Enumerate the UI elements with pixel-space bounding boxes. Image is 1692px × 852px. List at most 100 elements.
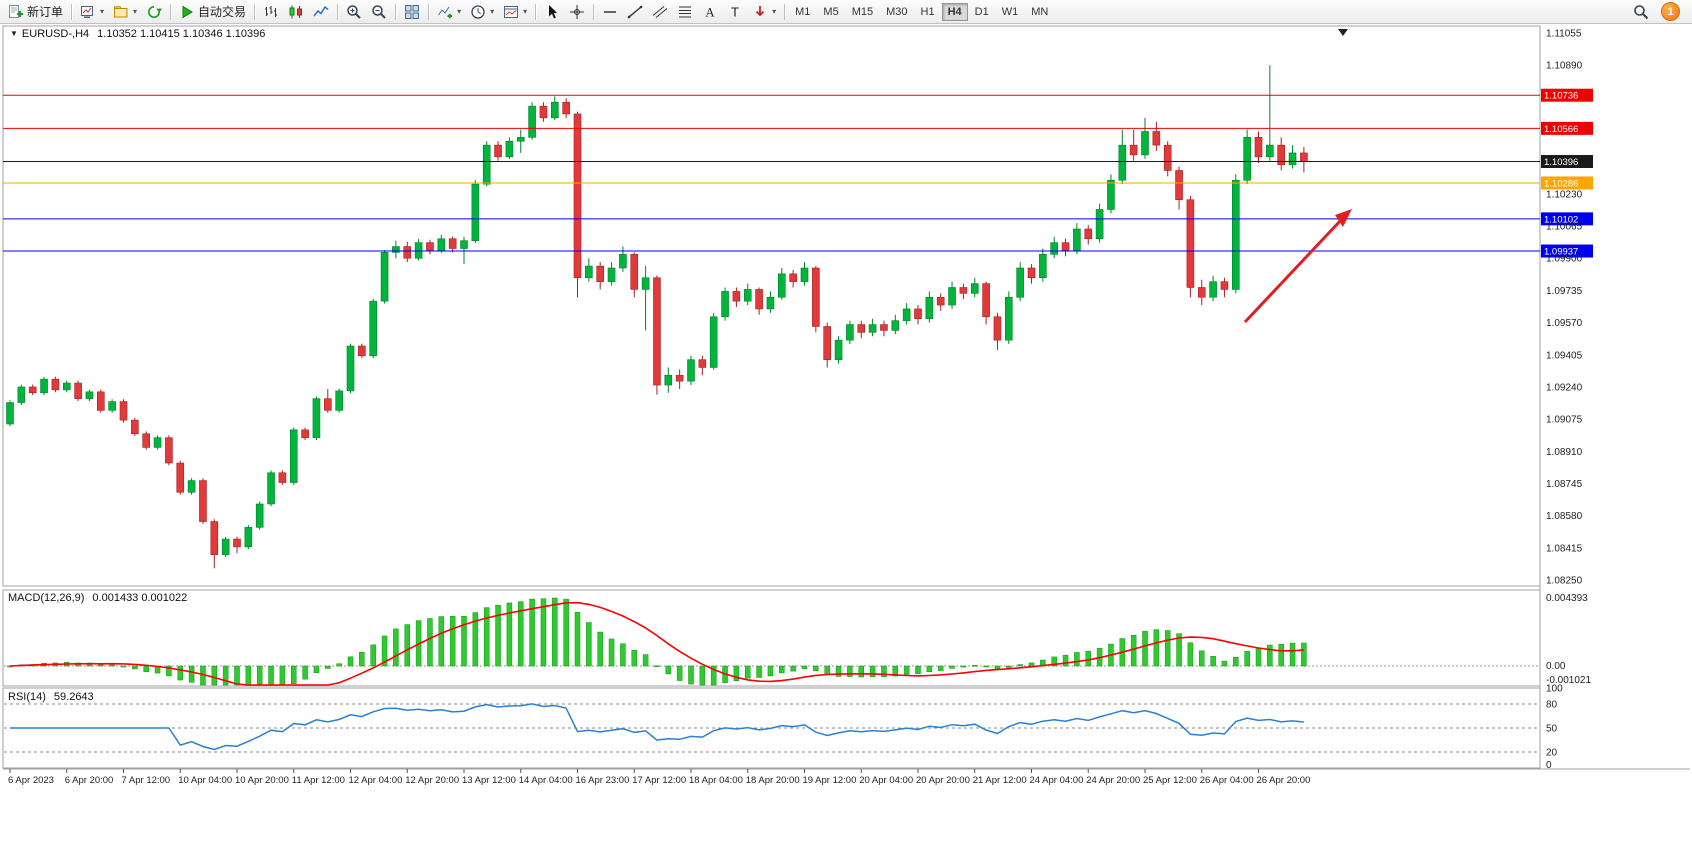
toolbar-separator bbox=[593, 3, 595, 20]
svg-text:0.00: 0.00 bbox=[1546, 661, 1566, 672]
svg-text:A: A bbox=[705, 4, 715, 19]
timeframe-m5-button[interactable]: M5 bbox=[817, 3, 844, 21]
arrows-button[interactable]: ▾ bbox=[748, 2, 780, 22]
fibonacci-button[interactable] bbox=[673, 2, 697, 22]
new-order-icon bbox=[8, 4, 24, 20]
dropdown-caret-icon: ▾ bbox=[457, 7, 462, 16]
pivot-line-price-tag bbox=[1541, 176, 1593, 190]
template-icon bbox=[503, 4, 519, 20]
toolbar-separator bbox=[71, 3, 73, 20]
crosshair-button[interactable] bbox=[565, 2, 589, 22]
trendline-button[interactable] bbox=[623, 2, 647, 22]
main-toolbar: 新订单 ▾ ▾ 自动交易 ▾ ▾ bbox=[0, 0, 1692, 24]
timeframe-mn-button[interactable]: MN bbox=[1025, 3, 1054, 21]
svg-text:0: 0 bbox=[1546, 760, 1552, 771]
svg-text:1.08745: 1.08745 bbox=[1546, 479, 1583, 490]
dropdown-caret-icon: ▾ bbox=[772, 7, 777, 16]
macd-signal-line bbox=[9, 601, 1304, 686]
autotrading-button[interactable]: 自动交易 bbox=[175, 2, 250, 22]
candlestick-chart-button[interactable] bbox=[284, 2, 308, 22]
pivot-line-line[interactable]: 1.10286 bbox=[3, 176, 1593, 190]
horizontal-line-button[interactable] bbox=[598, 2, 622, 22]
candles-layer bbox=[6, 65, 1308, 569]
notification-badge[interactable]: 1 bbox=[1661, 2, 1680, 21]
indicators-icon bbox=[437, 4, 453, 20]
periods-button[interactable]: ▾ bbox=[466, 2, 498, 22]
support-1-line[interactable]: 1.10102 bbox=[3, 212, 1593, 226]
chart-symbol-header: ▼ EURUSD-,H4 1.10352 1.10415 1.10346 1.103… bbox=[10, 28, 265, 40]
timeframe-w1-button[interactable]: W1 bbox=[996, 3, 1025, 21]
svg-text:1.09075: 1.09075 bbox=[1546, 415, 1583, 426]
templates-button[interactable]: ▾ bbox=[499, 2, 531, 22]
profiles-button[interactable]: ▾ bbox=[109, 2, 141, 22]
clock-icon bbox=[470, 4, 486, 20]
trend-arrow-annotation[interactable] bbox=[1243, 209, 1352, 324]
chart-shift-marker[interactable] bbox=[1338, 29, 1348, 36]
macd-histogram bbox=[7, 597, 1307, 686]
new-order-button[interactable]: 新订单 bbox=[4, 2, 67, 22]
cursor-button[interactable] bbox=[540, 2, 564, 22]
current-price-line[interactable]: 1.10396 bbox=[3, 155, 1593, 169]
dropdown-caret-icon: ▾ bbox=[490, 7, 495, 16]
svg-text:1.10736: 1.10736 bbox=[1544, 91, 1578, 102]
tile-windows-icon bbox=[404, 4, 420, 20]
new-chart-button[interactable]: ▾ bbox=[76, 2, 108, 22]
timeframe-h4-button[interactable]: H4 bbox=[941, 2, 968, 21]
label-button[interactable]: T bbox=[723, 2, 747, 22]
macd-values: 0.001433 0.001022 bbox=[92, 592, 188, 604]
line-chart-button[interactable] bbox=[309, 2, 333, 22]
svg-text:-0.001021: -0.001021 bbox=[1546, 675, 1591, 686]
search-icon bbox=[1633, 4, 1649, 20]
rsi-name: RSI(14) bbox=[8, 691, 46, 703]
svg-text:24 Apr 04:00: 24 Apr 04:00 bbox=[1030, 775, 1084, 786]
new-chart-icon bbox=[80, 4, 96, 20]
toolbar-separator bbox=[337, 3, 339, 20]
timeframe-h1-button[interactable]: H1 bbox=[915, 3, 941, 21]
bar-chart-button[interactable] bbox=[259, 2, 283, 22]
rsi-indicator-label: RSI(14) 59.2643 bbox=[8, 691, 94, 703]
svg-text:1.10286: 1.10286 bbox=[1544, 178, 1578, 189]
autotrading-label: 自动交易 bbox=[198, 5, 247, 19]
indicators-button[interactable]: ▾ bbox=[433, 2, 465, 22]
line-chart-icon bbox=[313, 4, 329, 20]
svg-text:1.08580: 1.08580 bbox=[1546, 511, 1583, 522]
ohlc-values: 1.10352 1.10415 1.10346 1.10396 bbox=[97, 28, 266, 40]
zoom-in-button[interactable] bbox=[342, 2, 366, 22]
tile-windows-button[interactable] bbox=[400, 2, 424, 22]
svg-text:10 Apr 04:00: 10 Apr 04:00 bbox=[178, 775, 232, 786]
timeframe-d1-button[interactable]: D1 bbox=[969, 3, 995, 21]
svg-text:1.09240: 1.09240 bbox=[1546, 382, 1583, 393]
svg-text:100: 100 bbox=[1546, 684, 1563, 695]
price-chart-canvas[interactable]: 1.10736 1.10566 1.10396 1.10286 1.10102 1.099… bbox=[0, 24, 1692, 790]
search-button[interactable] bbox=[1629, 2, 1653, 22]
svg-text:20 Apr 20:00: 20 Apr 20:00 bbox=[916, 775, 970, 786]
timeframe-m1-button[interactable]: M1 bbox=[789, 3, 816, 21]
text-button[interactable]: A bbox=[698, 2, 722, 22]
resistance-1-line[interactable]: 1.10736 bbox=[3, 88, 1593, 102]
timeframe-m30-button[interactable]: M30 bbox=[880, 3, 913, 21]
refresh-button[interactable] bbox=[142, 2, 166, 22]
zoom-out-button[interactable] bbox=[367, 2, 391, 22]
svg-text:25 Apr 12:00: 25 Apr 12:00 bbox=[1143, 775, 1197, 786]
svg-text:16 Apr 23:00: 16 Apr 23:00 bbox=[576, 775, 630, 786]
svg-text:1.08415: 1.08415 bbox=[1546, 543, 1583, 554]
support-2-line[interactable]: 1.09937 bbox=[3, 244, 1593, 258]
fibonacci-icon bbox=[677, 4, 693, 20]
svg-text:1.08910: 1.08910 bbox=[1546, 447, 1583, 458]
svg-text:1.08250: 1.08250 bbox=[1546, 576, 1583, 587]
resistance-2-price-tag bbox=[1541, 121, 1593, 135]
collapse-arrow-icon[interactable]: ▼ bbox=[10, 29, 18, 38]
symbol-name: EURUSD-,H4 bbox=[21, 28, 90, 40]
svg-text:17 Apr 12:00: 17 Apr 12:00 bbox=[632, 775, 686, 786]
toolbar-separator bbox=[254, 3, 256, 20]
svg-text:7 Apr 12:00: 7 Apr 12:00 bbox=[122, 775, 171, 786]
svg-text:6 Apr 2023: 6 Apr 2023 bbox=[8, 775, 54, 786]
svg-text:20 Apr 04:00: 20 Apr 04:00 bbox=[859, 775, 913, 786]
svg-text:26 Apr 04:00: 26 Apr 04:00 bbox=[1200, 775, 1254, 786]
toolbar-separator bbox=[784, 3, 786, 20]
resistance-2-line[interactable]: 1.10566 bbox=[3, 121, 1593, 135]
timeframe-m15-button[interactable]: M15 bbox=[846, 3, 879, 21]
svg-text:26 Apr 20:00: 26 Apr 20:00 bbox=[1257, 775, 1311, 786]
channel-button[interactable] bbox=[648, 2, 672, 22]
svg-text:T: T bbox=[731, 4, 739, 19]
